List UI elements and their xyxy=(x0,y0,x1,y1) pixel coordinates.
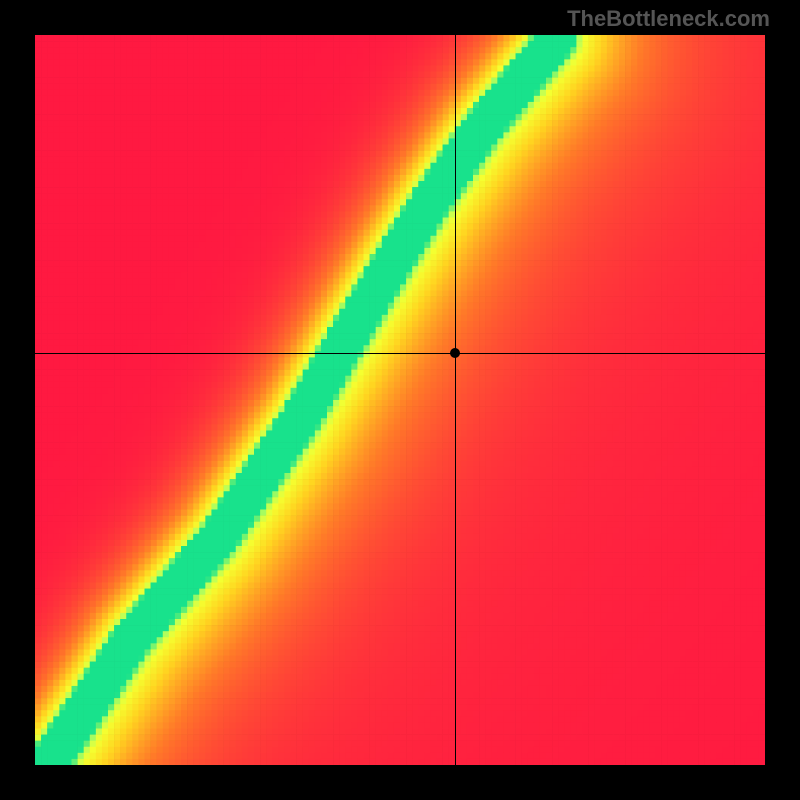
plot-area xyxy=(35,35,765,765)
crosshair-vertical xyxy=(455,35,456,765)
crosshair-horizontal xyxy=(35,353,765,354)
attribution-text: TheBottleneck.com xyxy=(567,6,770,32)
heatmap-svg xyxy=(35,35,765,765)
marker-dot xyxy=(450,348,460,358)
